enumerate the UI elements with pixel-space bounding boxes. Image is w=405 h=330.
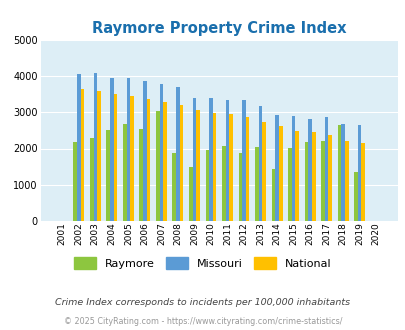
Bar [163,102,166,221]
Bar [123,124,126,221]
Legend: Raymore, Missouri, National: Raymore, Missouri, National [69,253,336,273]
Bar [320,141,324,221]
Bar [337,125,341,221]
Bar [179,105,183,221]
Text: Crime Index corresponds to incidents per 100,000 inhabitants: Crime Index corresponds to incidents per… [55,298,350,307]
Bar [205,150,209,221]
Title: Raymore Property Crime Index: Raymore Property Crime Index [92,21,345,36]
Bar [222,146,225,221]
Bar [328,135,331,221]
Bar [304,142,307,221]
Bar [192,98,196,221]
Bar [229,114,232,221]
Bar [176,87,179,221]
Bar [130,96,134,221]
Bar [360,144,364,221]
Bar [172,153,176,221]
Bar [271,169,275,221]
Bar [212,113,216,221]
Bar [196,110,199,221]
Bar [97,91,100,221]
Bar [291,116,295,221]
Bar [258,106,262,221]
Bar [262,122,265,221]
Bar [106,130,110,221]
Bar [189,167,192,221]
Bar [77,74,81,221]
Bar [324,117,328,221]
Bar [159,84,163,221]
Bar [245,116,249,221]
Bar [295,131,298,221]
Bar [238,153,242,221]
Bar [311,132,315,221]
Bar [353,173,357,221]
Bar [156,111,159,221]
Bar [81,89,84,221]
Bar [209,98,212,221]
Bar [288,148,291,221]
Bar [139,129,143,221]
Bar [344,141,348,221]
Bar [225,100,229,221]
Bar [146,99,150,221]
Bar [113,94,117,221]
Bar [254,147,258,221]
Bar [93,73,97,221]
Bar [73,142,77,221]
Bar [143,82,146,221]
Bar [357,125,360,221]
Bar [126,78,130,221]
Bar [341,124,344,221]
Bar [278,126,282,221]
Bar [90,138,93,221]
Bar [242,100,245,221]
Bar [275,115,278,221]
Bar [110,78,113,221]
Bar [307,119,311,221]
Text: © 2025 CityRating.com - https://www.cityrating.com/crime-statistics/: © 2025 CityRating.com - https://www.city… [64,317,341,326]
